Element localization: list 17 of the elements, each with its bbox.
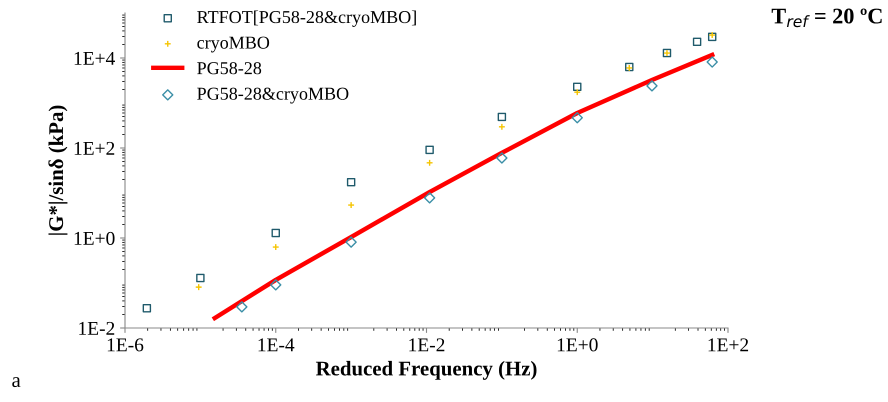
- y-tick-label: 1E+0: [74, 232, 115, 245]
- x-tick-label: 1E+2: [708, 338, 748, 352]
- legend-label: cryoMBO: [197, 36, 270, 52]
- x-tick-label: 1E+0: [558, 338, 598, 352]
- y-tick-label: 1E-2: [79, 322, 114, 335]
- y-tick-label: 1E+4: [74, 52, 115, 65]
- y-axis-title: |G*|/sinδ (kPa): [48, 106, 68, 235]
- text: T$_{ref}$ = 20 ºC: [772, 8, 882, 28]
- text: a: [12, 377, 21, 388]
- legend-label: PG58-28&cryoMBO: [197, 88, 348, 104]
- legend-label: PG58-28: [197, 62, 262, 74]
- x-tick-label: 1E-6: [108, 338, 144, 352]
- x-tick-label: 1E-2: [409, 338, 444, 352]
- x-axis-title: Reduced Frequency (Hz): [316, 360, 536, 380]
- x-tick-label: 1E-4: [258, 338, 294, 352]
- y-tick-label: 1E+2: [74, 142, 114, 155]
- legend-label: RTFOT[PG58-28&cryoMBO]: [197, 10, 416, 27]
